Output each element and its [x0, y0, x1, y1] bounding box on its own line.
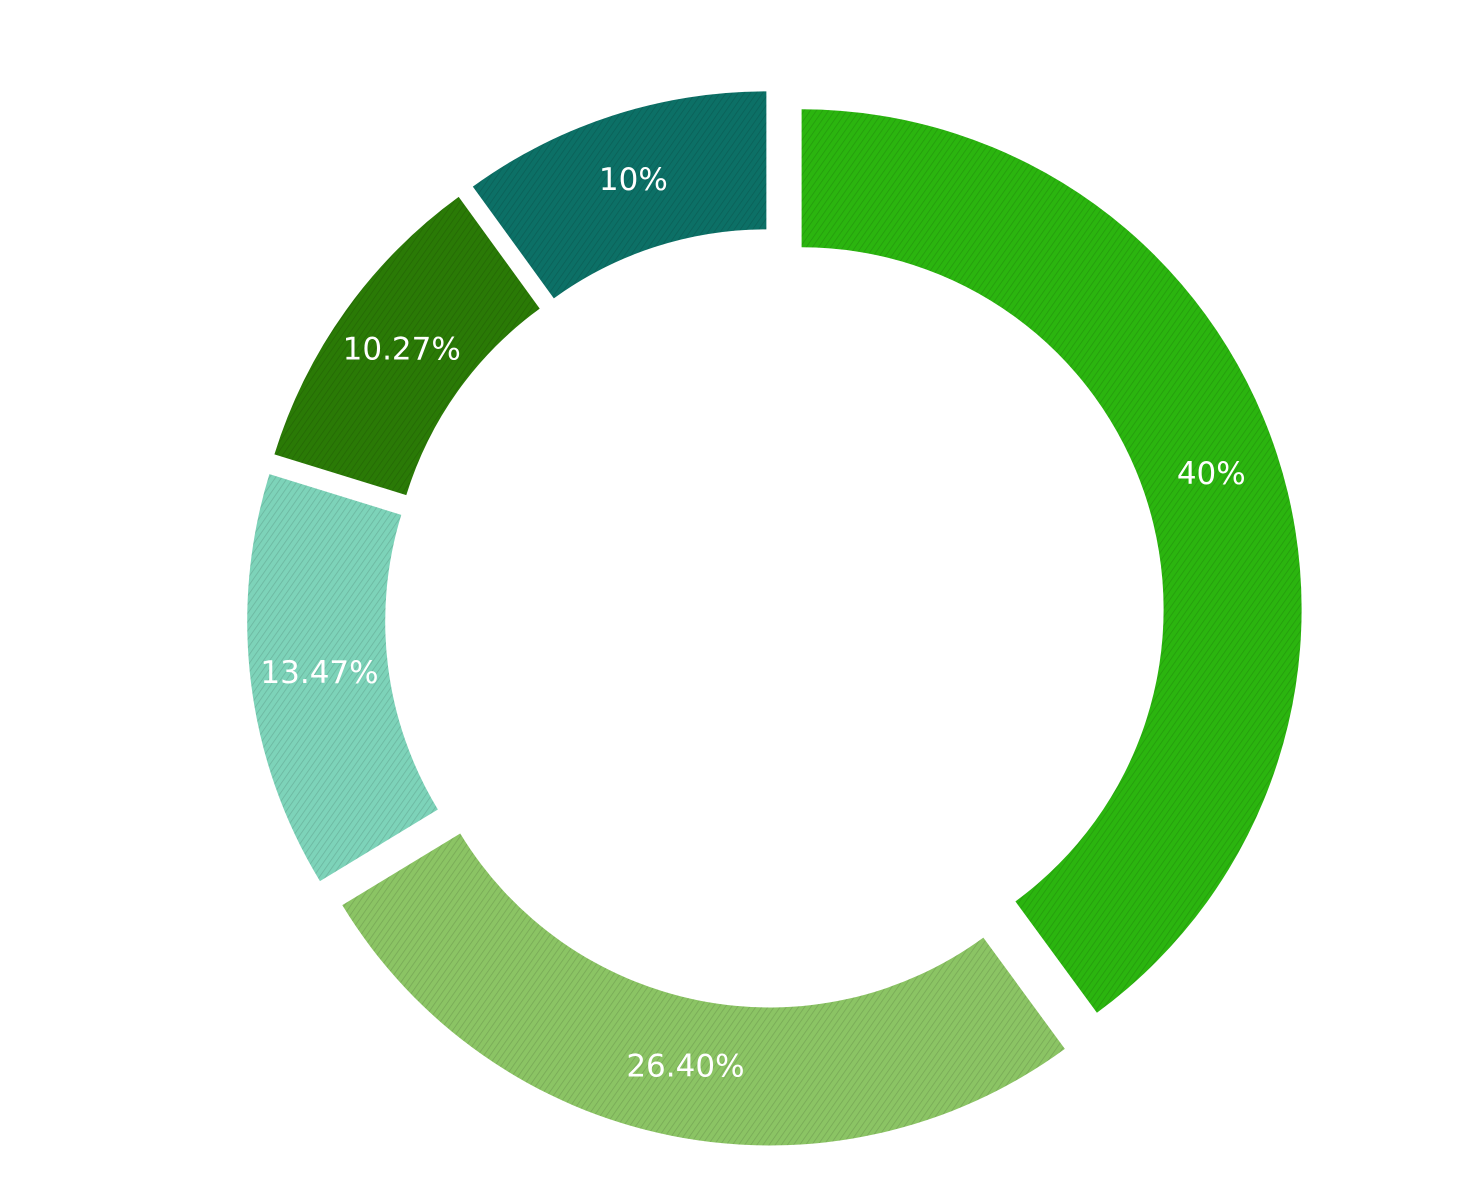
- donut-slice-1[interactable]: [801, 109, 1302, 1013]
- donut-slices: [247, 91, 1302, 1146]
- donut-slice-texture-5: [472, 91, 767, 299]
- donut-slice-5[interactable]: [472, 91, 767, 299]
- donut-slice-texture-4: [274, 196, 540, 496]
- donut-labels: 40% 26.40% 13.47% 10.27% 10%: [260, 162, 1245, 1085]
- donut-slice-label-2: 26.40%: [626, 1049, 744, 1085]
- donut-slice-2[interactable]: [342, 833, 1065, 1146]
- donut-slice-texture-3: [247, 474, 438, 882]
- donut-slice-label-5: 10%: [599, 162, 668, 198]
- donut-slice-4[interactable]: [274, 196, 540, 496]
- donut-slice-3[interactable]: [247, 474, 438, 882]
- donut-slice-label-3: 13.47%: [260, 655, 378, 691]
- donut-slice-texture-1: [801, 109, 1302, 1013]
- donut-slice-label-1: 40%: [1177, 456, 1246, 492]
- donut-slice-label-4: 10.27%: [343, 331, 461, 367]
- donut-slice-texture-2: [342, 833, 1065, 1146]
